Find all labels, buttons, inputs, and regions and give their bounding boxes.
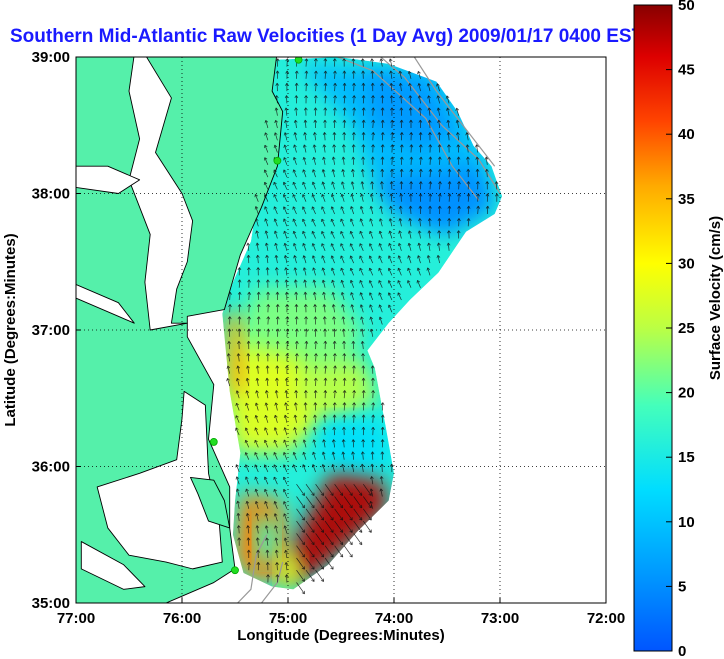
bathymetry-contour [236,534,268,603]
james-river [76,284,135,324]
neuse-river [80,541,146,590]
velocity-arrow-vectors [226,58,499,595]
colorbar-tick-label: 25 [678,320,695,337]
velocity-patch [298,357,379,419]
grid-lines [76,57,606,603]
colorbar-tick-label: 15 [678,449,695,466]
y-axis-ticks: 35:00 36:00 37:00 38:00 39:00 [32,49,81,612]
radar-station-marker [231,566,239,575]
chart-title: Southern Mid-Atlantic Raw Velocities (1 … [10,26,644,47]
y-tick-label: 37:00 [32,322,70,339]
bathymetry-contour [261,561,284,603]
y-tick-label: 36:00 [32,459,70,476]
velocity-arrows [226,58,499,595]
x-tick-label: 73:00 [481,610,519,627]
radar-stations [209,57,303,575]
x-tick-label: 77:00 [57,610,95,627]
velocity-patch [277,548,304,587]
y-tick-label: 35:00 [32,595,70,612]
radar-station-marker [273,156,282,165]
colorbar-tick-label: 0 [678,643,686,659]
y-tick-label: 38:00 [32,186,70,203]
outer-banks-island [190,476,231,529]
colorbar-tick-label: 30 [678,255,695,272]
x-axis-ticks: 77:00 76:00 75:00 74:00 73:00 72:00 [57,598,625,627]
colorbar-gradient [633,4,673,652]
bathymetry-contour [413,57,496,167]
x-axis-label: Longitude (Degrees:Minutes) [237,627,445,644]
radar-station-marker [294,57,303,64]
plot-area [76,57,606,603]
colorbar-tick-label: 20 [678,385,695,402]
colorbar-tick-label: 35 [678,191,695,208]
colorbar-tick-label: 40 [678,126,695,143]
x-tick-label: 72:00 [587,610,625,627]
bathymetry-contour [335,57,480,201]
x-tick-label: 76:00 [163,610,201,627]
colorbar-label: Surface Velocity (cm/s) [707,216,724,380]
colorbar-ticks: 0 5 10 15 20 25 30 35 40 45 50 [666,0,695,659]
colorbar: 0 5 10 15 20 25 30 35 40 45 50 Surface Velocity (c… [633,0,724,659]
y-axis-label: Latitude (Degrees:Minutes) [2,233,19,426]
velocity-patch [372,166,495,235]
x-tick-label: 74:00 [375,610,413,627]
velocity-patch [319,418,394,474]
radar-station-marker [209,438,218,446]
y-tick-label: 39:00 [32,49,70,66]
land-layer [76,57,284,603]
colorbar-tick-label: 45 [678,62,695,79]
colorbar-tick-label: 5 [678,578,686,595]
x-tick-label: 75:00 [269,610,307,627]
land-mainland [76,57,284,603]
colorbar-tick-label: 10 [678,514,695,531]
colorbar-tick-label: 50 [678,0,695,14]
potomac-river [76,165,141,194]
